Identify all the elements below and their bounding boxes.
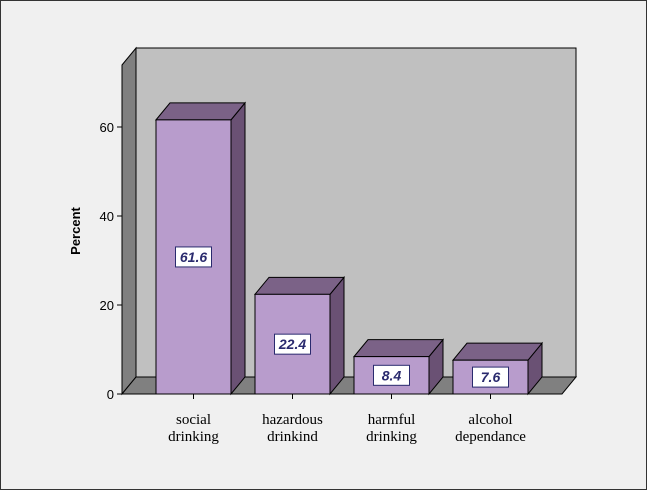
data-label-box (373, 364, 410, 386)
x-tick-label: drinkind (267, 429, 318, 445)
data-label-box (472, 366, 509, 388)
bar-side-face (230, 101, 246, 396)
data-label-box (274, 333, 311, 355)
bar-top-face (253, 276, 346, 295)
data-label: 7.6 (481, 369, 501, 385)
x-tick-label: hazardous (262, 412, 323, 428)
bar-top-face (154, 102, 247, 121)
y-tick-label: 20 (100, 298, 114, 313)
bar-side-face (329, 275, 345, 396)
data-label-box (175, 246, 212, 268)
x-tick-label: dependance (455, 429, 526, 445)
y-axis-label: Percent (68, 206, 83, 254)
x-tick-label: social (176, 412, 211, 428)
x-tick-label: harmful (368, 412, 415, 428)
x-tick-label: alcohol (468, 412, 512, 428)
bar-top-face (451, 342, 544, 361)
data-label: 22.4 (278, 336, 306, 352)
y-tick-label: 60 (100, 120, 114, 135)
data-label: 8.4 (382, 367, 402, 383)
bar-top-face (352, 339, 445, 358)
data-label: 61.6 (180, 249, 207, 265)
y-tick-label: 0 (107, 387, 114, 402)
chart-side-wall (121, 46, 137, 396)
x-tick-label: drinking (366, 429, 417, 445)
y-tick-label: 40 (100, 209, 114, 224)
x-tick-label: drinking (168, 429, 219, 445)
